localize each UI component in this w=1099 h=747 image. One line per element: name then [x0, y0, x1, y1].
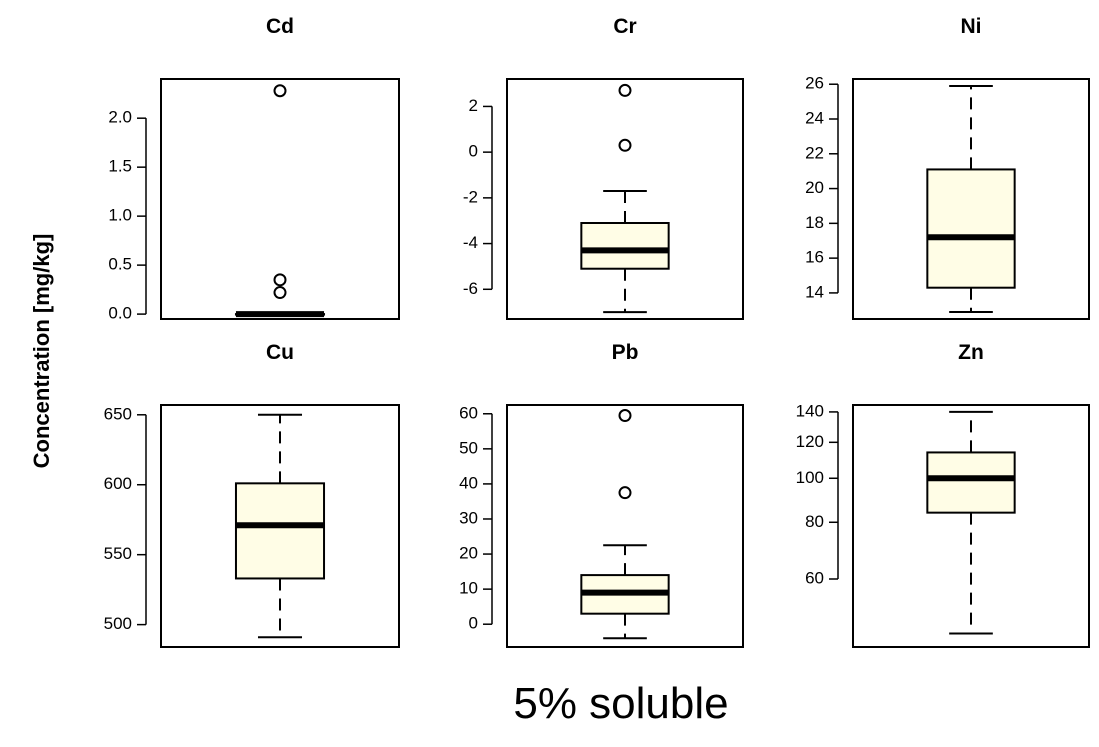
y-tick-label: 1.5: [108, 157, 132, 176]
y-tick-label: 24: [805, 108, 824, 127]
y-tick-label: -2: [463, 187, 478, 206]
y-tick-label: 0: [469, 614, 478, 633]
y-tick-label: 16: [805, 248, 824, 267]
panel-title: Cr: [613, 15, 636, 38]
panel-cd: Cd 0.0 0.5 1.0 1.5 2.0: [108, 15, 400, 323]
outlier-point: [273, 286, 287, 300]
y-tick-label: 120: [796, 432, 824, 451]
panels: Cd 0.0 0.5 1.0 1.5 2.0 Cr -6 -4 -2 0 2 Ni 14 16 18 20 22 2…: [104, 15, 1090, 648]
y-tick-label: 0: [469, 142, 478, 161]
y-tick-label: 22: [805, 143, 824, 162]
outlier-point: [273, 84, 287, 98]
y-tick-label: 26: [805, 74, 824, 93]
box: [234, 482, 326, 580]
y-tick-label: 0.0: [108, 304, 132, 323]
y-tick-label: 140: [796, 401, 824, 420]
y-tick-label: 650: [104, 404, 132, 423]
y-tick-label: 500: [104, 614, 132, 633]
y-tick-label: 100: [796, 468, 824, 487]
panel-pb: Pb 0 10 20 30 40 50 60: [459, 341, 744, 648]
y-tick-label: 600: [104, 474, 132, 493]
y-tick-label: 50: [459, 438, 478, 457]
box: [926, 168, 1016, 289]
panel-title: Zn: [958, 341, 984, 364]
panel-title: Pb: [612, 341, 639, 364]
y-tick-label: 18: [805, 213, 824, 232]
y-tick-label: 60: [805, 568, 824, 587]
panel-cr: Cr -6 -4 -2 0 2: [463, 15, 744, 320]
panel-zn: Zn 60 80 100 120 140: [796, 341, 1090, 648]
plot-frame: [160, 78, 400, 320]
y-tick-label: 40: [459, 473, 478, 492]
y-tick-label: 30: [459, 508, 478, 527]
plot-frame: [506, 404, 744, 648]
y-tick-label: 14: [805, 282, 824, 301]
y-tick-label: 550: [104, 544, 132, 563]
y-tick-label: -4: [463, 233, 478, 252]
panel-title: Cu: [266, 341, 294, 364]
plot-frame: [506, 78, 744, 320]
y-tick-label: 80: [805, 512, 824, 531]
y-tick-label: -6: [463, 279, 478, 298]
y-tick-label: 10: [459, 579, 478, 598]
y-tick-label: 60: [459, 403, 478, 422]
outlier-point: [273, 273, 287, 287]
outlier-point: [618, 83, 632, 97]
outlier-point: [618, 138, 632, 152]
y-tick-label: 2.0: [108, 108, 132, 127]
y-tick-label: 1.0: [108, 206, 132, 225]
y-tick-label: 20: [459, 544, 478, 563]
panel-ni: Ni 14 16 18 20 22 24 26: [805, 15, 1090, 320]
y-axis-label: Concentration [mg/kg]: [29, 234, 54, 469]
panel-cu: Cu 500 550 600 650: [104, 341, 400, 648]
outlier-point: [618, 409, 632, 423]
plot-frame: [852, 404, 1090, 648]
box: [580, 222, 670, 270]
panel-title: Ni: [961, 15, 982, 38]
panel-title: Cd: [266, 15, 294, 38]
y-tick-label: 2: [469, 96, 478, 115]
plot-frame: [160, 404, 400, 648]
y-tick-label: 0.5: [108, 255, 132, 274]
figure-caption: 5% soluble: [513, 679, 728, 728]
y-tick-label: 20: [805, 178, 824, 197]
outlier-point: [618, 486, 632, 500]
box: [926, 451, 1016, 514]
plot-frame: [852, 78, 1090, 320]
